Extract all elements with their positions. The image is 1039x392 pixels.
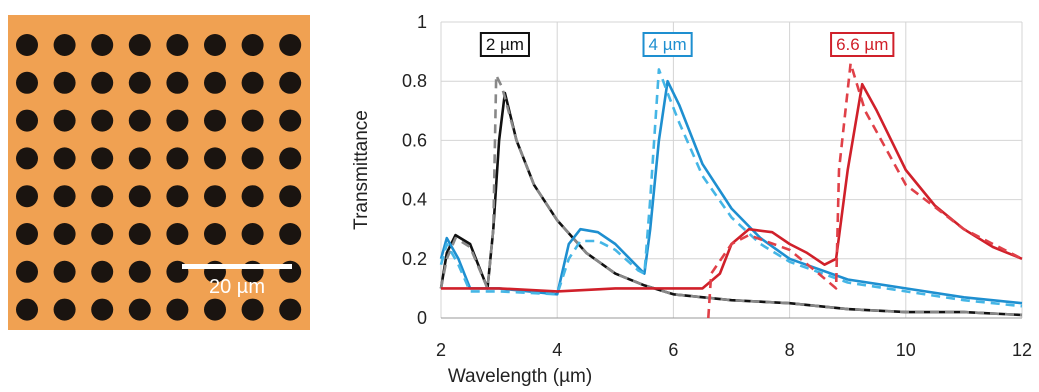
hole (166, 34, 188, 56)
hole (279, 147, 301, 169)
hole (54, 185, 76, 207)
series-label-box: 6.6 µm (831, 33, 893, 56)
hole (16, 147, 38, 169)
hole (204, 34, 226, 56)
hole (129, 72, 151, 94)
hole (129, 110, 151, 132)
hole (166, 110, 188, 132)
hole (54, 261, 76, 283)
hole (129, 147, 151, 169)
y-tick-label: 0.4 (402, 190, 427, 210)
x-tick-label: 8 (785, 340, 795, 360)
hole (242, 34, 264, 56)
hole (204, 72, 226, 94)
hole (91, 223, 113, 245)
hole (242, 110, 264, 132)
series-line (441, 69, 1022, 306)
x-tick-label: 10 (896, 340, 916, 360)
hole (166, 147, 188, 169)
hole (242, 185, 264, 207)
hole (16, 299, 38, 321)
y-tick-label: 0.6 (402, 130, 427, 150)
hole (16, 34, 38, 56)
series-label-box: 2 µm (481, 33, 529, 56)
hole (54, 72, 76, 94)
hole (129, 223, 151, 245)
micrograph: 20 µm (0, 0, 320, 340)
hole (279, 223, 301, 245)
hole (129, 34, 151, 56)
hole (166, 185, 188, 207)
hole (166, 299, 188, 321)
hole (91, 299, 113, 321)
x-tick-label: 2 (436, 340, 446, 360)
hole (129, 261, 151, 283)
hole (204, 147, 226, 169)
hole (242, 223, 264, 245)
hole (242, 147, 264, 169)
hole (54, 223, 76, 245)
series-label: 2 µm (486, 35, 524, 54)
hole (129, 299, 151, 321)
hole (91, 34, 113, 56)
series-line (441, 93, 1022, 315)
y-tick-label: 0.8 (402, 71, 427, 91)
hole (16, 110, 38, 132)
y-axis-title: Transmittance (351, 110, 372, 230)
series-line (441, 84, 1022, 291)
hole (91, 147, 113, 169)
x-tick-label: 4 (552, 340, 562, 360)
hole (279, 299, 301, 321)
series-line (708, 63, 1022, 318)
series-label-box: 4 µm (644, 33, 692, 56)
hole (204, 223, 226, 245)
hole (279, 34, 301, 56)
scale-bar-label: 20 µm (209, 276, 265, 298)
hole (91, 72, 113, 94)
label-box (481, 33, 529, 56)
hole (91, 261, 113, 283)
hole (166, 72, 188, 94)
hole (54, 110, 76, 132)
label-box (831, 33, 893, 56)
hole (54, 299, 76, 321)
hole (204, 299, 226, 321)
hole (54, 34, 76, 56)
hole (16, 72, 38, 94)
hole (91, 110, 113, 132)
hole (242, 72, 264, 94)
x-tick-label: 6 (668, 340, 678, 360)
series-line (441, 81, 1022, 303)
series-label: 4 µm (649, 35, 687, 54)
hole (279, 72, 301, 94)
hole (279, 185, 301, 207)
hole (279, 110, 301, 132)
hole (242, 299, 264, 321)
hole (16, 261, 38, 283)
label-box (644, 33, 692, 56)
hole (16, 223, 38, 245)
y-tick-label: 0.2 (402, 249, 427, 269)
hole (166, 223, 188, 245)
x-tick-label: 12 (1012, 340, 1032, 360)
x-axis-title: Wavelength (µm) (448, 366, 592, 387)
series-line (441, 75, 1022, 315)
y-tick-label: 0 (417, 308, 427, 328)
hole (16, 185, 38, 207)
scale-bar (182, 264, 292, 269)
y-tick-label: 1 (417, 12, 427, 32)
hole (204, 110, 226, 132)
hole (129, 185, 151, 207)
hole (54, 147, 76, 169)
series-label: 6.6 µm (836, 35, 888, 54)
hole (204, 185, 226, 207)
hole (91, 185, 113, 207)
page: {"micrograph": {"scale_bar_label": "20 µ… (0, 0, 1039, 392)
